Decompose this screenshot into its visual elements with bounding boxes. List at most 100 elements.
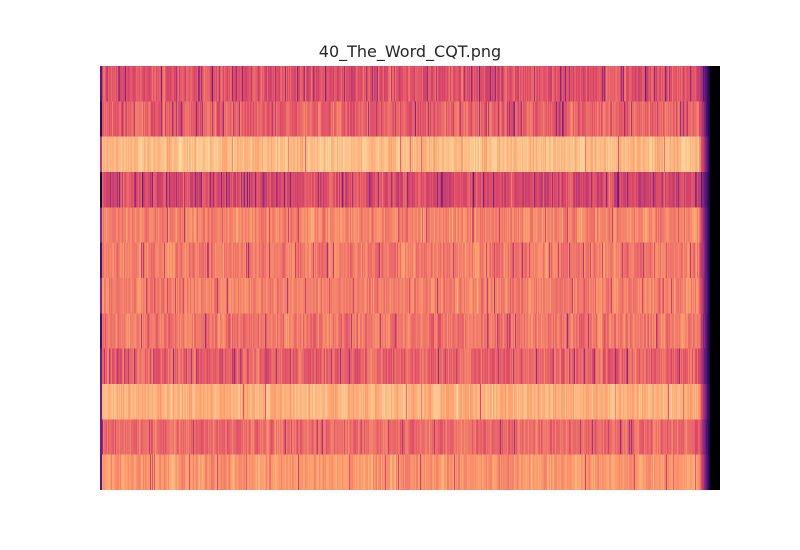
heatmap-cell <box>416 66 418 102</box>
heatmap-cell <box>415 172 417 208</box>
heatmap-cell <box>141 313 143 350</box>
heatmap-cell <box>371 66 373 102</box>
heatmap-cell <box>344 101 346 138</box>
heatmap-cell <box>415 207 417 244</box>
heatmap-cell <box>698 172 700 208</box>
heatmap-cell <box>546 207 548 244</box>
heatmap-cell <box>706 242 708 279</box>
heatmap-cell <box>219 66 221 102</box>
heatmap-cell <box>532 207 534 244</box>
heatmap-cell <box>277 101 279 138</box>
heatmap-cell <box>482 313 484 350</box>
heatmap-cell <box>709 242 711 279</box>
heatmap-cell <box>626 101 628 138</box>
heatmap-cell <box>420 172 422 208</box>
heatmap-cell <box>280 101 282 138</box>
heatmap-cell <box>674 242 676 279</box>
heatmap-cell <box>522 172 524 208</box>
heatmap-cell <box>235 207 237 244</box>
heatmap-cell <box>312 101 314 138</box>
heatmap-cell <box>524 136 526 173</box>
heatmap-cell <box>299 101 301 138</box>
heatmap-cell <box>599 313 601 350</box>
heatmap-cell <box>279 101 281 138</box>
heatmap-cell <box>461 207 463 244</box>
heatmap-cell <box>103 66 105 102</box>
heatmap-cell <box>256 313 258 350</box>
heatmap-cell <box>322 242 324 279</box>
heatmap-cell <box>237 136 239 173</box>
heatmap-cell <box>542 313 544 350</box>
heatmap-cell <box>524 313 526 350</box>
heatmap-cell <box>547 278 549 314</box>
heatmap-cell <box>322 278 324 314</box>
heatmap-cell <box>623 242 625 279</box>
heatmap-cell <box>377 278 379 314</box>
heatmap-cell <box>407 313 409 350</box>
heatmap-cell <box>676 278 678 314</box>
heatmap-cell <box>606 172 608 208</box>
heatmap-cell <box>623 313 625 350</box>
heatmap-row-6 <box>100 242 720 279</box>
heatmap-cell <box>218 136 220 173</box>
heatmap-cell <box>274 136 276 173</box>
heatmap-cell <box>656 66 658 102</box>
heatmap-cell <box>695 172 697 208</box>
heatmap-cell <box>292 313 294 350</box>
heatmap-cell <box>581 242 583 279</box>
heatmap-cell <box>526 101 528 138</box>
heatmap-cell <box>416 207 418 244</box>
heatmap-cell <box>195 278 197 314</box>
heatmap-cell <box>127 313 129 350</box>
heatmap-cell <box>480 101 482 138</box>
heatmap-cell <box>599 172 601 208</box>
heatmap-cell <box>635 101 637 138</box>
heatmap-cell <box>537 313 539 350</box>
heatmap-cell <box>440 207 442 244</box>
heatmap-cell <box>186 136 188 173</box>
heatmap-cell <box>340 278 342 314</box>
heatmap-cell <box>135 207 137 244</box>
heatmap-cell <box>244 101 246 138</box>
heatmap-cell <box>359 136 361 173</box>
heatmap-cell <box>422 313 424 350</box>
heatmap-cell <box>133 242 135 279</box>
heatmap-cell <box>383 66 385 102</box>
heatmap-cell <box>703 207 705 244</box>
heatmap-cell <box>674 172 676 208</box>
heatmap-cell <box>496 136 498 173</box>
heatmap-cell <box>438 136 440 173</box>
heatmap-row-4 <box>100 172 720 208</box>
heatmap-cell <box>677 101 679 138</box>
heatmap-cell <box>576 66 578 102</box>
heatmap-cell <box>314 101 316 138</box>
heatmap-cell <box>440 278 442 314</box>
heatmap-cell <box>154 101 156 138</box>
heatmap-cell <box>504 313 506 350</box>
heatmap-cell <box>680 278 682 314</box>
heatmap-cell <box>574 207 576 244</box>
heatmap-cell <box>126 313 128 350</box>
heatmap-cell <box>584 172 586 208</box>
heatmap-cell <box>242 242 244 279</box>
heatmap-cell <box>254 172 256 208</box>
heatmap-cell <box>174 207 176 244</box>
heatmap-cell <box>165 136 167 173</box>
heatmap-cell <box>523 136 525 173</box>
heatmap-cell <box>408 101 410 138</box>
heatmap-cell <box>402 207 404 244</box>
heatmap-cell <box>453 172 455 208</box>
heatmap-cell <box>666 136 668 173</box>
heatmap-cell <box>695 242 697 279</box>
heatmap-cell <box>607 207 609 244</box>
heatmap-cell <box>158 242 160 279</box>
heatmap-cell <box>393 172 395 208</box>
heatmap-cell <box>176 242 178 279</box>
heatmap-cell <box>476 172 478 208</box>
heatmap-cell <box>453 242 455 279</box>
heatmap-cell <box>255 101 257 138</box>
heatmap-cell <box>477 207 479 244</box>
heatmap-cell <box>423 101 425 138</box>
heatmap-cell <box>357 207 359 244</box>
heatmap-cell <box>271 242 273 279</box>
